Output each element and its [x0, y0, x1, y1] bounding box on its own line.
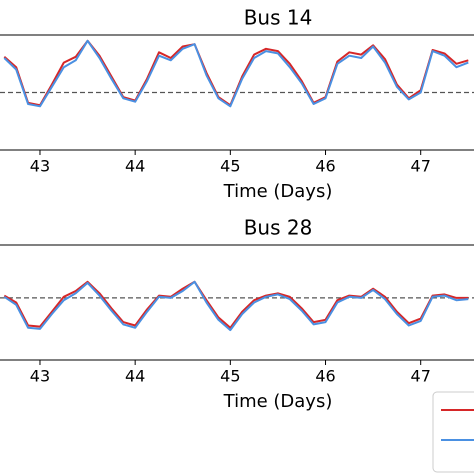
x-tick-label: 45: [220, 157, 240, 176]
x-tick-label: 43: [30, 367, 50, 386]
x-tick-label: 43: [30, 157, 50, 176]
series-line: [3, 280, 469, 332]
x-tick-label: 46: [315, 367, 335, 386]
chart-title: Bus 14: [244, 6, 313, 30]
chart-title: Bus 28: [244, 216, 313, 240]
x-axis-label: Time (Days): [223, 391, 333, 412]
x-tick-label: 47: [411, 157, 431, 176]
x-tick-label: 44: [125, 367, 145, 386]
x-tick-label: 45: [220, 367, 240, 386]
legend-box: [432, 391, 474, 473]
x-axis-label: Time (Days): [223, 181, 333, 202]
x-tick-label: 44: [125, 157, 145, 176]
series-line: [3, 39, 469, 107]
series-line: [3, 280, 469, 329]
x-tick-label: 47: [411, 367, 431, 386]
x-tick-label: 46: [315, 157, 335, 176]
series-line: [3, 39, 469, 108]
